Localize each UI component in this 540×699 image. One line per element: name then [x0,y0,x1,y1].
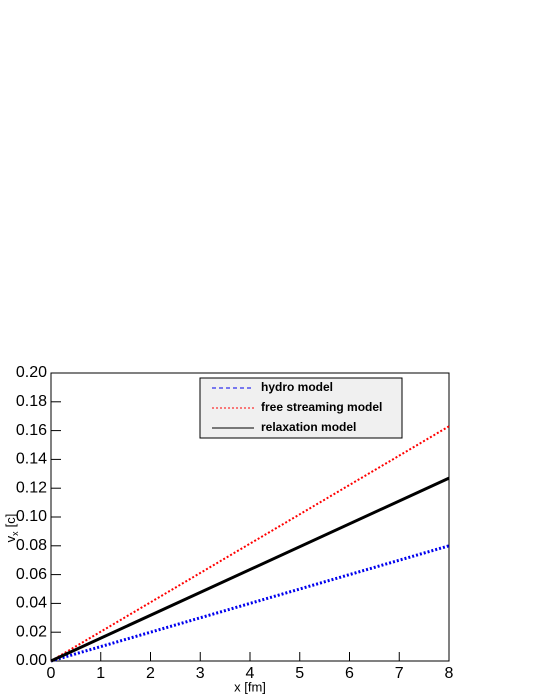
series-line [50,476,450,663]
y-tick-label: 0.18 [16,393,47,410]
x-tick-label: 1 [96,665,105,682]
y-label-base: v [3,535,18,542]
y-label-sub: x [10,531,20,536]
x-tick-label: 5 [295,665,304,682]
y-tick-label: 0.04 [16,595,47,612]
legend-label: hydro model [261,380,333,394]
series-line [50,425,450,662]
y-tick-label: 0.06 [16,566,47,583]
y-tick-label: 0.10 [16,508,47,525]
y-tick-label: 0.02 [16,623,47,640]
series-line [50,544,450,663]
x-tick-label: 3 [196,665,205,682]
y-label-unit: [c] [3,514,18,528]
legend-label: free streaming model [261,400,382,414]
y-tick-label: 0.14 [16,451,47,468]
y-tick-label: 0.08 [16,537,47,554]
x-axis-label: x [fm] [234,679,266,694]
x-tick-label: 7 [395,665,404,682]
x-tick-label: 0 [47,665,56,682]
x-tick-label: 8 [445,665,454,682]
y-tick-label: 0.16 [16,422,47,439]
x-tick-label: 4 [246,665,255,682]
legend-label: relaxation model [261,420,356,434]
y-tick-label: 0.20 [16,364,47,381]
x-tick-label: 2 [146,665,155,682]
x-tick-label: 6 [345,665,354,682]
y-tick-label: 0.12 [16,479,47,496]
y-axis-label: vx [c] [3,514,20,543]
y-tick-label: 0.00 [16,652,47,669]
